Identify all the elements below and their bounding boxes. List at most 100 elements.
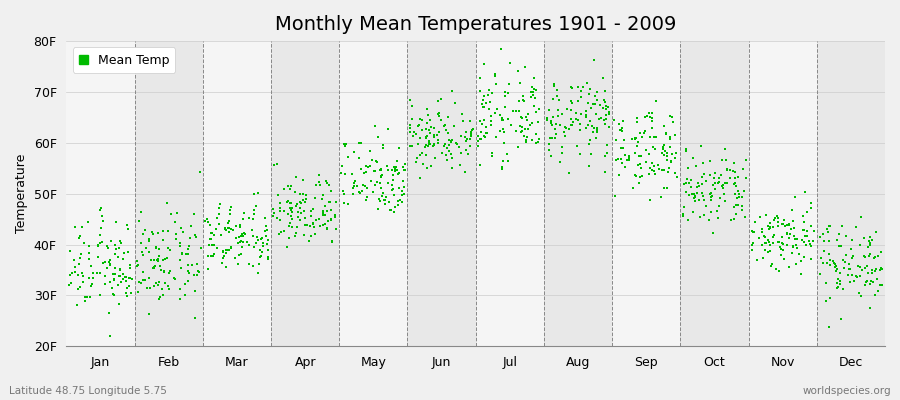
Point [219, 247, 233, 253]
Point [374, 173, 389, 179]
Point [783, 230, 797, 237]
Point [620, 157, 634, 164]
Point [184, 222, 198, 229]
Point [382, 207, 397, 213]
Point [609, 156, 624, 163]
Point [608, 137, 623, 143]
Point [304, 233, 319, 240]
Point [288, 230, 302, 236]
Point [477, 133, 491, 139]
Point [774, 240, 788, 246]
Point [223, 207, 238, 213]
Point [201, 266, 215, 272]
Point [820, 226, 834, 232]
Point [654, 194, 669, 200]
Point [234, 238, 248, 244]
Point [547, 82, 562, 89]
Point [679, 148, 693, 154]
Point [598, 168, 612, 175]
Point [385, 186, 400, 193]
Point [156, 292, 170, 298]
Point [266, 206, 281, 212]
Point [694, 142, 708, 149]
Point [202, 242, 216, 248]
Point [525, 119, 539, 126]
Point [134, 208, 148, 215]
Point [374, 174, 389, 180]
Point [374, 185, 389, 191]
Point [770, 215, 785, 221]
Point [716, 184, 731, 191]
Point [776, 220, 790, 227]
Point [74, 250, 88, 257]
Point [859, 279, 873, 286]
Point [514, 128, 528, 135]
Point [771, 219, 786, 226]
Point [482, 87, 496, 93]
Point [382, 198, 396, 205]
Point [303, 223, 318, 230]
Point [292, 205, 307, 211]
Point [584, 123, 598, 130]
Point [109, 218, 123, 225]
Point [644, 160, 659, 166]
Point [461, 151, 475, 158]
Point [464, 129, 478, 136]
Point [148, 264, 162, 270]
Point [223, 211, 238, 217]
Point [762, 239, 777, 246]
Point [454, 150, 469, 156]
Point [406, 133, 420, 140]
Point [542, 141, 556, 148]
Point [181, 268, 195, 274]
Point [746, 240, 760, 246]
Point [75, 270, 89, 276]
Point [844, 246, 859, 252]
Point [93, 292, 107, 298]
Point [384, 167, 399, 173]
Point [648, 170, 662, 177]
Point [150, 258, 165, 264]
Point [194, 244, 208, 251]
Point [739, 174, 753, 181]
Point [870, 276, 885, 282]
Point [822, 223, 836, 230]
Point [734, 203, 749, 210]
Point [312, 182, 327, 188]
Point [173, 286, 187, 292]
Point [495, 117, 509, 123]
Point [427, 141, 441, 148]
Point [704, 197, 718, 203]
Point [70, 286, 85, 292]
Point [598, 116, 613, 122]
Point [571, 84, 585, 90]
Point [761, 239, 776, 246]
Point [392, 169, 406, 176]
Point [716, 190, 731, 197]
Point [662, 113, 677, 120]
Point [442, 137, 456, 143]
Point [677, 181, 691, 188]
Point [579, 124, 593, 131]
Point [99, 265, 113, 272]
Point [113, 266, 128, 272]
Point [779, 242, 794, 248]
Point [378, 200, 392, 207]
Point [557, 129, 572, 135]
Point [236, 239, 250, 245]
Point [233, 238, 248, 245]
Point [704, 194, 718, 200]
Point [261, 256, 275, 262]
Point [659, 130, 673, 136]
Point [718, 198, 733, 204]
Point [704, 209, 718, 216]
Point [547, 81, 562, 87]
Point [562, 126, 576, 132]
Point [665, 150, 680, 157]
Point [640, 113, 654, 119]
Point [440, 114, 454, 120]
Point [446, 123, 461, 129]
Point [566, 119, 580, 126]
Point [173, 296, 187, 302]
Point [104, 285, 119, 291]
